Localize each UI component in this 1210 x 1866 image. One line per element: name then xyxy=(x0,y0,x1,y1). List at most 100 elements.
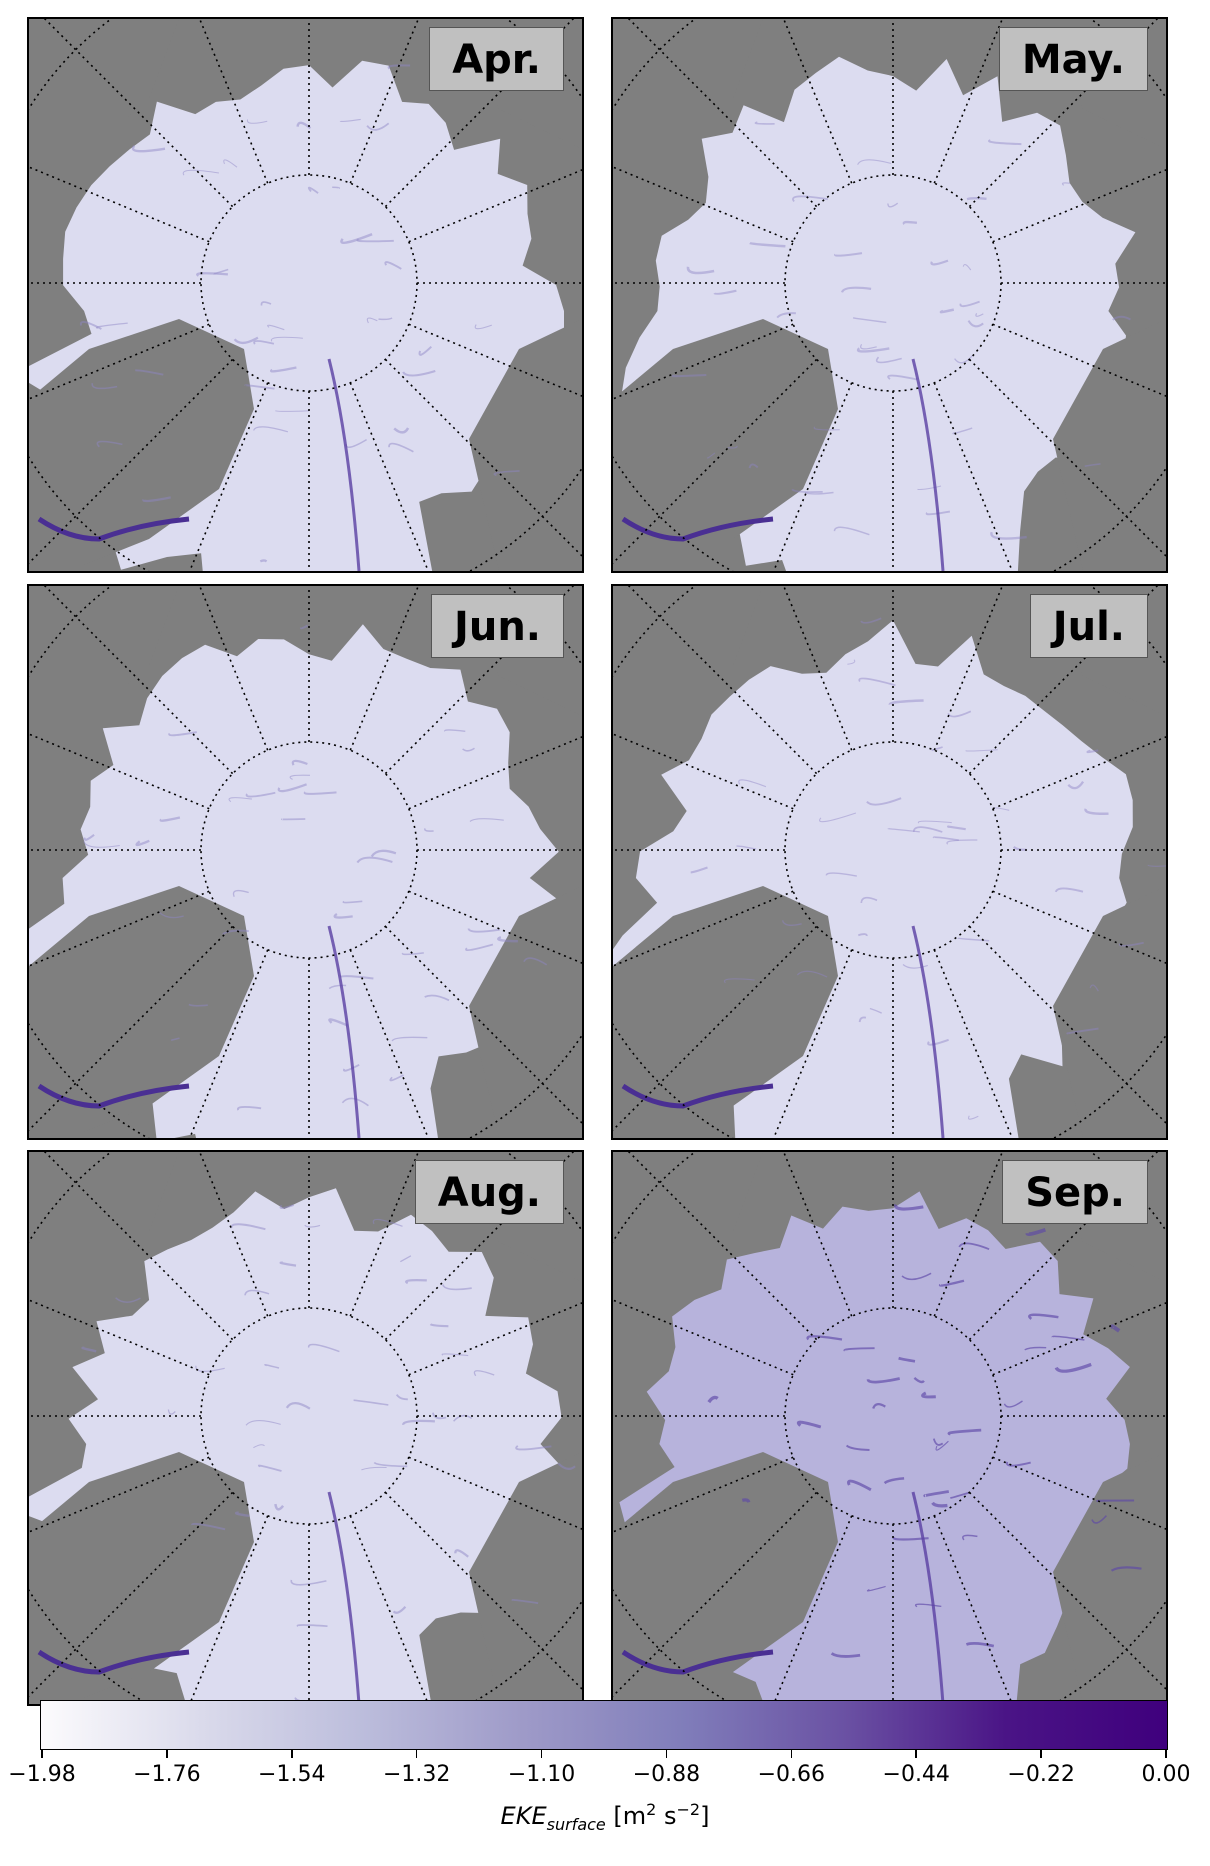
eke-streak xyxy=(1086,749,1099,754)
eke-streak xyxy=(424,994,450,1002)
polar-map xyxy=(29,19,582,571)
eke-streak xyxy=(96,440,123,448)
eke-streak xyxy=(469,818,504,823)
eke-streak xyxy=(253,340,275,345)
boundary-current xyxy=(911,925,945,1138)
eke-streak xyxy=(736,845,757,850)
eke-streak xyxy=(267,324,285,331)
eke-streak xyxy=(931,746,943,752)
eke-streak xyxy=(917,485,942,490)
eke-streak xyxy=(340,233,373,245)
eke-streak xyxy=(91,383,118,390)
eke-streak xyxy=(493,470,520,477)
eke-streak xyxy=(115,1297,141,1303)
eke-streak xyxy=(887,374,918,381)
eke-streak xyxy=(686,266,715,275)
eke-streak xyxy=(384,261,402,270)
colorbar-tick xyxy=(41,1750,43,1758)
eke-streak xyxy=(393,427,410,434)
eke-streak xyxy=(825,872,857,877)
eke-streak xyxy=(1028,1313,1059,1320)
eke-streak xyxy=(921,1391,936,1399)
colorbar-label: EKEsurface [m2 s−2] xyxy=(500,1800,710,1834)
eke-streak xyxy=(1084,463,1101,467)
map-panel-jul: Jul. xyxy=(611,584,1168,1140)
eke-streak xyxy=(258,1464,282,1472)
eke-streak xyxy=(913,1376,925,1384)
eke-streak xyxy=(847,659,856,665)
eke-streak xyxy=(290,1579,327,1586)
eke-streak xyxy=(957,937,990,942)
eke-streak xyxy=(353,1399,389,1406)
polar-map xyxy=(613,19,1166,571)
eke-streak xyxy=(887,828,920,833)
eke-streak xyxy=(738,779,767,788)
eke-streak xyxy=(402,369,436,377)
eke-streak xyxy=(1051,1335,1085,1341)
eke-streak xyxy=(275,410,310,412)
eke-streak xyxy=(866,1585,886,1592)
eke-streak xyxy=(342,900,363,904)
eke-streak xyxy=(167,1409,176,1415)
eke-streak xyxy=(170,1037,180,1041)
eke-streak xyxy=(1110,1324,1121,1333)
colorbar xyxy=(40,1700,1168,1750)
colorbar-tick xyxy=(665,1750,668,1758)
eke-streak xyxy=(279,1204,294,1209)
eke-streak xyxy=(888,699,924,706)
eke-streak xyxy=(845,1444,870,1451)
eke-streak xyxy=(988,139,1022,146)
eke-streak xyxy=(806,1335,843,1341)
eke-streak xyxy=(858,1016,867,1023)
eke-streak xyxy=(182,169,219,176)
eke-streak xyxy=(474,324,492,330)
eke-streak xyxy=(781,920,802,926)
eke-streak xyxy=(395,1394,408,1401)
landmass xyxy=(613,19,763,179)
eke-streak xyxy=(923,1490,950,1498)
eke-streak xyxy=(1025,1228,1046,1236)
eke-streak xyxy=(454,1549,469,1558)
eke-streak xyxy=(1006,1461,1031,1467)
eke-streak xyxy=(866,797,902,806)
landmass xyxy=(1053,1452,1166,1704)
eke-streak xyxy=(79,321,102,330)
eke-streak xyxy=(1024,1346,1047,1351)
eke-streak xyxy=(902,964,928,969)
eke-streak xyxy=(857,159,892,166)
eke-streak xyxy=(191,1522,226,1531)
eke-streak xyxy=(947,825,966,831)
boundary-current xyxy=(37,516,190,542)
month-label: Aug. xyxy=(414,1160,564,1224)
eke-streak xyxy=(935,1440,949,1451)
eke-streak xyxy=(81,1346,97,1353)
eke-streak xyxy=(883,1477,905,1485)
month-label: Sep. xyxy=(1002,1160,1148,1224)
eke-streak xyxy=(776,312,796,319)
eke-streak xyxy=(378,317,393,321)
eke-streak xyxy=(967,320,984,328)
eke-streak xyxy=(356,238,394,243)
eke-streak xyxy=(975,313,984,317)
eke-streak xyxy=(429,1323,449,1328)
greenland-landmass xyxy=(29,886,254,1138)
eke-streak xyxy=(852,317,887,324)
eke-streak xyxy=(405,1279,427,1285)
eke-streak xyxy=(858,677,896,687)
eke-streak xyxy=(245,1420,281,1426)
eke-streak xyxy=(270,366,297,373)
eke-streak xyxy=(840,286,872,293)
colorbar-tick xyxy=(540,1750,543,1758)
eke-streak xyxy=(915,1603,942,1608)
greenland-landmass xyxy=(29,1452,254,1704)
eke-streak xyxy=(299,624,309,630)
eke-streak xyxy=(749,241,786,248)
eke-streak xyxy=(515,1445,552,1451)
eke-streak xyxy=(962,263,972,271)
eke-streak xyxy=(291,759,308,766)
eke-streak xyxy=(341,1097,369,1107)
eke-streak xyxy=(723,978,755,984)
eke-streak xyxy=(234,1511,250,1518)
eke-streak xyxy=(333,913,353,919)
eke-streak xyxy=(947,710,972,718)
